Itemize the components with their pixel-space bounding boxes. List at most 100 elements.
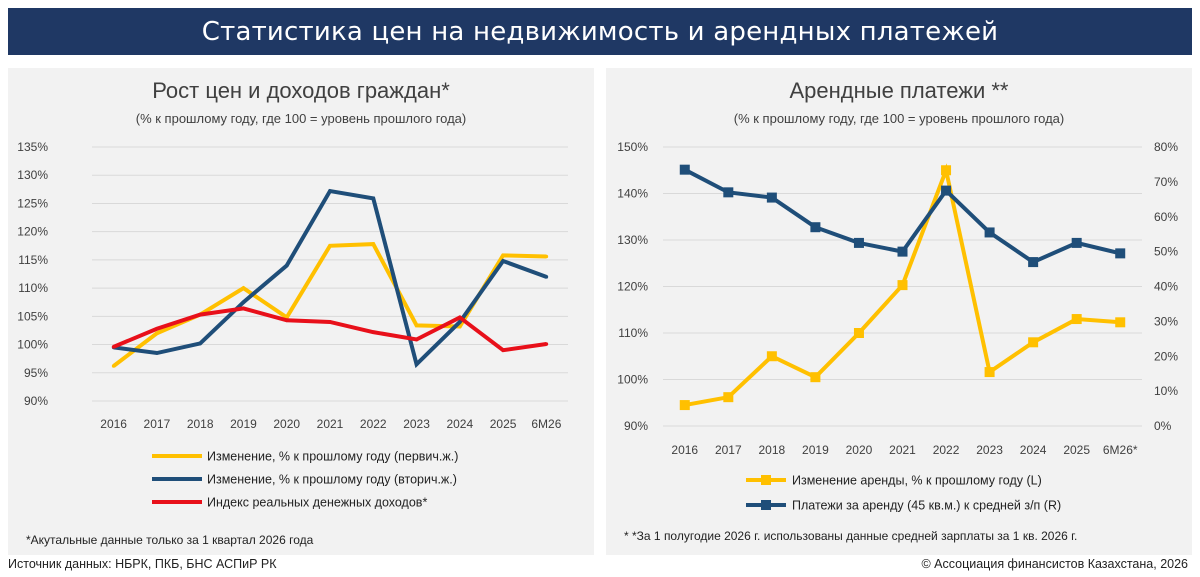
y-left-tick-label: 140%	[617, 187, 648, 201]
y-tick-label: 100%	[17, 338, 48, 352]
y-left-tick-label: 130%	[617, 233, 648, 247]
data-point	[414, 337, 419, 342]
data-marker	[897, 280, 908, 291]
y-tick-label: 95%	[24, 366, 48, 380]
data-marker	[853, 237, 864, 248]
data-point	[458, 320, 462, 324]
x-tick-label: 2019	[802, 443, 829, 457]
data-marker	[679, 400, 690, 411]
y-right-tick-label: 50%	[1154, 245, 1178, 259]
y-tick-label: 105%	[17, 309, 48, 323]
data-point	[198, 312, 202, 317]
data-point	[371, 242, 376, 246]
y-tick-label: 130%	[17, 168, 48, 182]
y-right-tick-label: 80%	[1154, 140, 1178, 154]
y-right-tick-label: 0%	[1154, 419, 1172, 433]
x-tick-label: 2016	[671, 443, 698, 457]
y-left-tick-label: 90%	[624, 419, 648, 433]
y-right-tick-label: 20%	[1154, 349, 1178, 363]
y-tick-label: 125%	[17, 196, 48, 210]
data-point	[414, 323, 419, 328]
data-point	[155, 326, 159, 331]
data-marker	[1028, 257, 1039, 268]
x-tick-label: 2016	[100, 417, 127, 431]
data-marker	[766, 351, 777, 362]
y-tick-label: 90%	[24, 394, 48, 408]
data-marker	[810, 222, 821, 233]
y-left-tick-label: 120%	[617, 280, 648, 294]
legend-label-1: Изменение аренды, % к прошлому году (L)	[792, 474, 1042, 488]
x-tick-label: 2018	[759, 443, 786, 457]
data-point	[155, 351, 159, 355]
data-marker	[723, 392, 734, 403]
data-marker	[1071, 314, 1082, 325]
series-line-2	[113, 188, 548, 369]
data-point	[198, 341, 202, 346]
plot-area: 150% 140% 130% 120% 110% 100% 90% 80% 70% 60% 50% 4…	[617, 140, 1178, 513]
legend-label-3: Индекс реальных денежных доходов*	[207, 496, 427, 510]
y-left-tick-label: 100%	[617, 373, 648, 387]
page-title-banner: Статистика цен на недвижимость и арендны…	[8, 8, 1192, 55]
y-left-tick-label: 110%	[618, 326, 648, 340]
data-marker	[1028, 337, 1039, 348]
legend-label-1: Изменение, % к прошлому году (первич.ж.)	[207, 450, 458, 464]
y-right-tick-label: 60%	[1154, 210, 1178, 224]
y-tick-label: 115%	[18, 253, 48, 267]
data-point	[241, 300, 246, 305]
data-point	[241, 306, 246, 311]
chart-price-income: Рост цен и доходов граждан* (% к прошлом…	[17, 78, 568, 547]
y-right-tick-label: 10%	[1154, 384, 1178, 398]
data-point	[371, 196, 376, 201]
x-tick-label: 2022	[933, 443, 960, 457]
x-tick-label: 2020	[846, 443, 873, 457]
chart-subtitle: (% к прошлому году, где 100 = уровень пр…	[734, 111, 1064, 126]
x-tick-label: 2021	[317, 417, 344, 431]
copyright-note: © Ассоциация финансистов Казахстана, 202…	[921, 557, 1188, 571]
data-point	[241, 286, 246, 290]
data-point	[328, 189, 332, 193]
y-tick-label: 110%	[18, 281, 48, 295]
data-marker	[810, 372, 821, 383]
chart-rent-payments: Арендные платежи ** (% к прошлому году, …	[617, 78, 1178, 543]
y-right-tick-label: 70%	[1154, 175, 1178, 189]
x-tick-label: 2024	[446, 417, 473, 431]
data-marker	[679, 164, 690, 175]
y-right-tick-label: 30%	[1154, 314, 1178, 328]
data-point	[328, 243, 332, 248]
chart-subtitle: (% к прошлому году, где 100 = уровень пр…	[136, 111, 466, 126]
x-tick-label: 2018	[187, 417, 214, 431]
data-marker	[1115, 317, 1126, 328]
x-tick-label: 6M26*	[1103, 443, 1138, 457]
chart-footnote: *Акутальные данные только за 1 квартал 2…	[26, 533, 314, 547]
x-tick-label: 2023	[403, 417, 430, 431]
data-marker	[941, 165, 952, 176]
data-point	[155, 331, 159, 336]
source-note: Источник данных: НБРК, ПКБ, БНС АСПиР РК	[8, 557, 277, 571]
x-tick-label: 2023	[976, 443, 1003, 457]
legend-marker-2	[761, 500, 771, 510]
x-tick-label: 2017	[715, 443, 742, 457]
plot-area: 135% 130% 125% 120% 115% 110% 105% 100% 95% 90% 20…	[17, 140, 568, 510]
x-tick-label: 2025	[490, 417, 517, 431]
data-marker	[766, 192, 777, 203]
data-marker	[984, 367, 995, 378]
x-tick-label: 6M26	[531, 417, 561, 431]
data-point	[544, 254, 549, 259]
x-tick-label: 2019	[230, 417, 257, 431]
data-marker	[1115, 248, 1126, 259]
data-point	[284, 263, 289, 268]
y-tick-label: 120%	[17, 225, 48, 239]
y-left-tick-label: 150%	[617, 140, 648, 154]
data-marker	[723, 187, 734, 198]
y-tick-label: 135%	[17, 140, 48, 154]
chart-footnote: * *За 1 полугодие 2026 г. использованы д…	[624, 529, 1077, 543]
data-point	[111, 364, 116, 368]
data-marker	[853, 328, 864, 338]
data-point	[501, 259, 505, 263]
data-point	[501, 348, 505, 353]
data-marker	[897, 246, 908, 257]
data-point	[501, 253, 505, 258]
chart-panel-rent: Арендные платежи ** (% к прошлому году, …	[606, 68, 1192, 555]
x-tick-label: 2024	[1020, 443, 1047, 457]
data-point	[111, 345, 116, 349]
